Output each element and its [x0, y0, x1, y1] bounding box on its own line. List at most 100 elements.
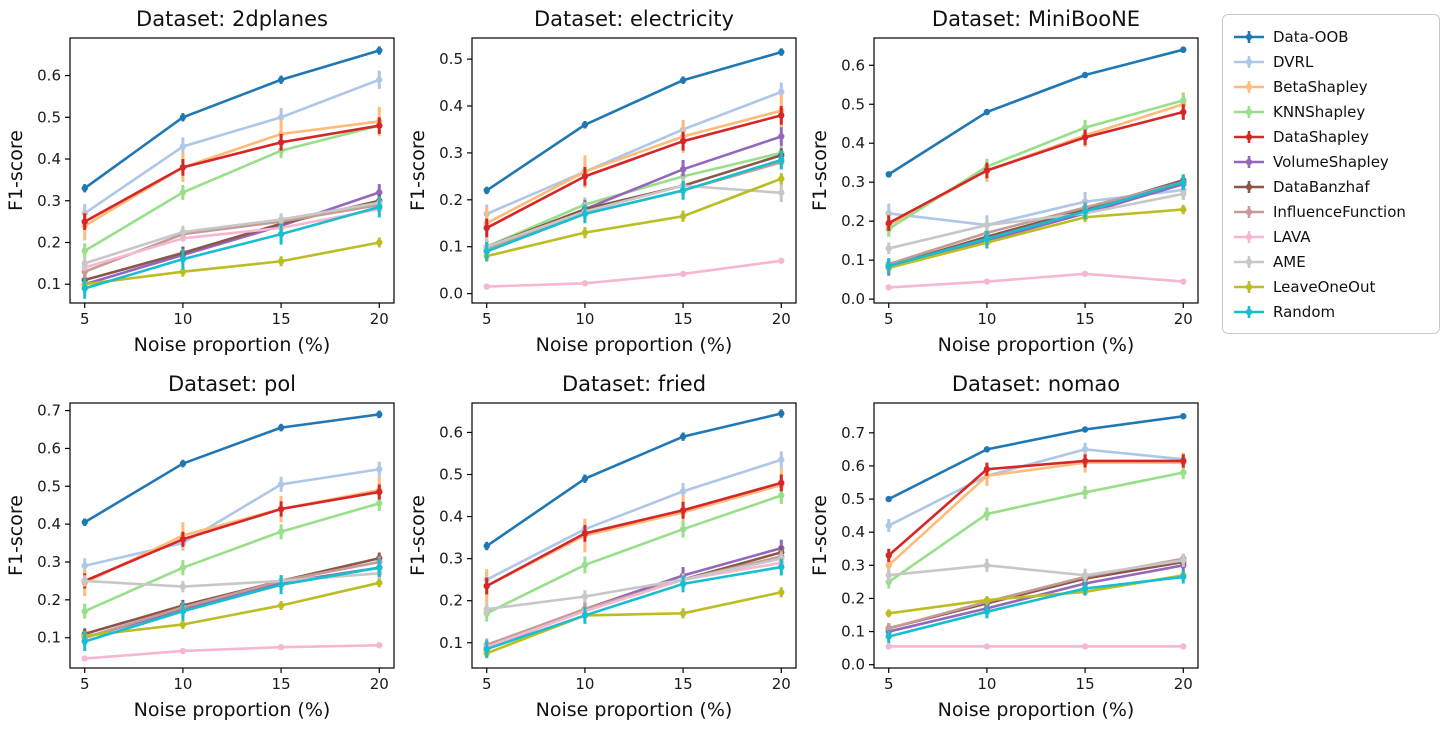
data-point [483, 283, 490, 290]
data-point [81, 638, 88, 645]
y-tick-label: 0.2 [37, 233, 61, 251]
data-point [277, 230, 285, 238]
data-point [1081, 643, 1089, 650]
data-point [778, 175, 785, 182]
x-tick-label: 20 [772, 310, 791, 328]
series-LAVA [885, 270, 1187, 291]
data-point [81, 285, 88, 292]
data-point [277, 481, 285, 488]
data-point [1081, 208, 1089, 215]
data-point [581, 210, 589, 218]
series-line [485, 412, 783, 548]
series-line [83, 643, 381, 660]
series-line [83, 490, 381, 583]
data-point [885, 171, 892, 178]
legend-label: DVRL [1273, 52, 1314, 71]
legend-entry-LeaveOneOut: LeaveOneOut [1233, 274, 1429, 299]
axes-frame [873, 37, 1199, 304]
series-line [887, 559, 1185, 577]
series-line [887, 272, 1185, 289]
x-tick-label: 5 [884, 675, 894, 693]
x-tick-label: 10 [575, 675, 594, 693]
data-point [983, 608, 991, 615]
series-LAVA [483, 257, 785, 290]
data-point [277, 424, 285, 431]
y-tick-label: 0.6 [439, 423, 463, 441]
data-point [376, 500, 383, 507]
data-point [778, 479, 785, 487]
chart-title: Dataset: electricity [534, 7, 734, 31]
y-tick-label: 0.1 [439, 634, 463, 652]
data-point [885, 643, 892, 650]
x-axis-label: Noise proportion (%) [938, 334, 1135, 356]
x-tick-label: 5 [482, 675, 492, 693]
series-LAVA [81, 642, 383, 662]
y-tick-label: 0.1 [37, 275, 61, 293]
data-point [885, 522, 892, 529]
data-point [277, 216, 285, 223]
series-line [887, 99, 1185, 231]
data-point [983, 278, 991, 285]
data-point [1081, 457, 1089, 465]
legend-label: LAVA [1273, 227, 1311, 246]
series-line [887, 208, 1185, 270]
series-Random [483, 558, 785, 658]
data-point [679, 488, 687, 495]
x-tick-label: 10 [173, 675, 192, 693]
series-BetaShapley [483, 468, 785, 603]
x-axis-label: Noise proportion (%) [134, 699, 331, 721]
data-point [983, 466, 991, 473]
legend-entry-KNNShapley: KNNShapley [1233, 99, 1429, 124]
data-point [679, 610, 687, 617]
y-tick-label: 0.0 [841, 290, 865, 308]
y-tick-label: 0.5 [841, 490, 865, 508]
data-point [983, 235, 991, 242]
series-line [485, 561, 783, 649]
data-point [277, 643, 285, 651]
data-point [885, 219, 892, 227]
legend-errorbar-icon [1234, 255, 1264, 268]
data-point [81, 185, 88, 192]
data-point [277, 528, 285, 535]
data-point [778, 410, 785, 417]
legend-errorbar-icon [1234, 30, 1264, 43]
data-point [983, 510, 991, 518]
y-tick-label: 0.0 [439, 285, 463, 303]
series-line [887, 110, 1185, 225]
data-point [983, 221, 991, 229]
chart-svg: 5 10 15 20 0.0 0.1 0.2 0.3 0.4 0.5 0.6 Dataset: Min… [809, 7, 1199, 356]
legend-entry-BetaShapley: BetaShapley [1233, 74, 1429, 99]
data-point [1180, 457, 1187, 465]
data-point [679, 270, 687, 278]
y-tick-label: 0.4 [439, 508, 463, 526]
data-point [581, 121, 589, 128]
data-point [179, 164, 187, 171]
legend-label: VolumeShapley [1273, 152, 1389, 171]
legend-entry-DataShapley: DataShapley [1233, 124, 1429, 149]
series-LAVA [885, 643, 1187, 650]
chart-panel: 5 10 15 20 0.0 0.1 0.2 0.3 0.4 0.5 0.6 0.7 Dataset: … [806, 365, 1208, 730]
data-point [885, 572, 892, 579]
series-Random [483, 150, 785, 261]
data-point [778, 563, 785, 571]
data-point [81, 562, 88, 569]
y-tick-label: 0.7 [37, 402, 61, 420]
y-axis-label: F1-score [5, 495, 27, 576]
data-point [778, 589, 785, 596]
data-point [81, 577, 88, 585]
data-point [483, 542, 490, 550]
charts-grid: 5 10 15 20 0.1 0.2 0.3 0.4 0.5 0.6 Dataset: 2dplan… [2, 0, 1208, 730]
chart-svg: 5 10 15 20 0.1 0.2 0.3 0.4 0.5 0.6 Dataset: 2dplan… [5, 7, 395, 356]
series-Data-OOB [885, 46, 1187, 178]
series-line [83, 241, 381, 286]
chart-svg: 5 10 15 20 0.0 0.1 0.2 0.3 0.4 0.5 0.6 0.7 Dataset: … [809, 372, 1199, 721]
data-point [483, 224, 490, 232]
data-point [778, 133, 785, 140]
data-point [376, 466, 383, 473]
data-point [179, 583, 187, 590]
series-line [83, 201, 381, 265]
series-Data-OOB [81, 46, 383, 193]
x-tick-label: 5 [80, 310, 90, 328]
series-line [485, 481, 783, 588]
series-LeaveOneOut [885, 571, 1187, 618]
